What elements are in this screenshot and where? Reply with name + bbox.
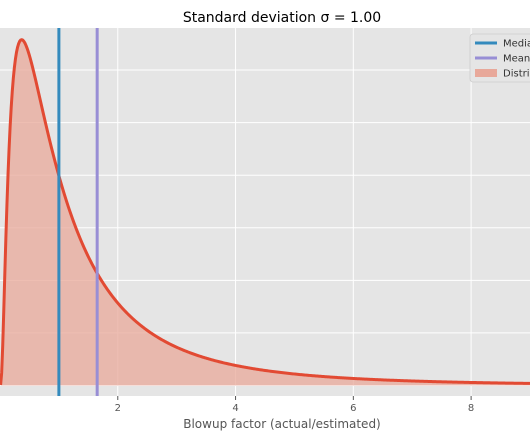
x-axis-ticks: 2 4 6 8 — [115, 396, 474, 414]
reference-lines — [57, 28, 99, 396]
distribution-curve — [0, 38, 530, 386]
legend-label-mean: Mean — [503, 54, 530, 65]
legend: Median Mean Distribution — [469, 33, 530, 83]
x-tick-label-2: 6 — [350, 403, 356, 414]
x-axis-label: Blowup factor (actual/estimated) — [183, 417, 381, 431]
distribution-fill — [0, 39, 530, 386]
x-tick-label-1: 4 — [232, 403, 238, 414]
x-tick-label-0: 2 — [115, 403, 121, 414]
legend-label-median: Median — [503, 39, 530, 50]
chart-title: Standard deviation σ = 1.00 — [183, 10, 381, 26]
legend-swatch-distribution — [475, 69, 497, 77]
x-tick-label-3: 8 — [468, 403, 474, 414]
legend-label-distribution: Distribution — [503, 69, 530, 80]
